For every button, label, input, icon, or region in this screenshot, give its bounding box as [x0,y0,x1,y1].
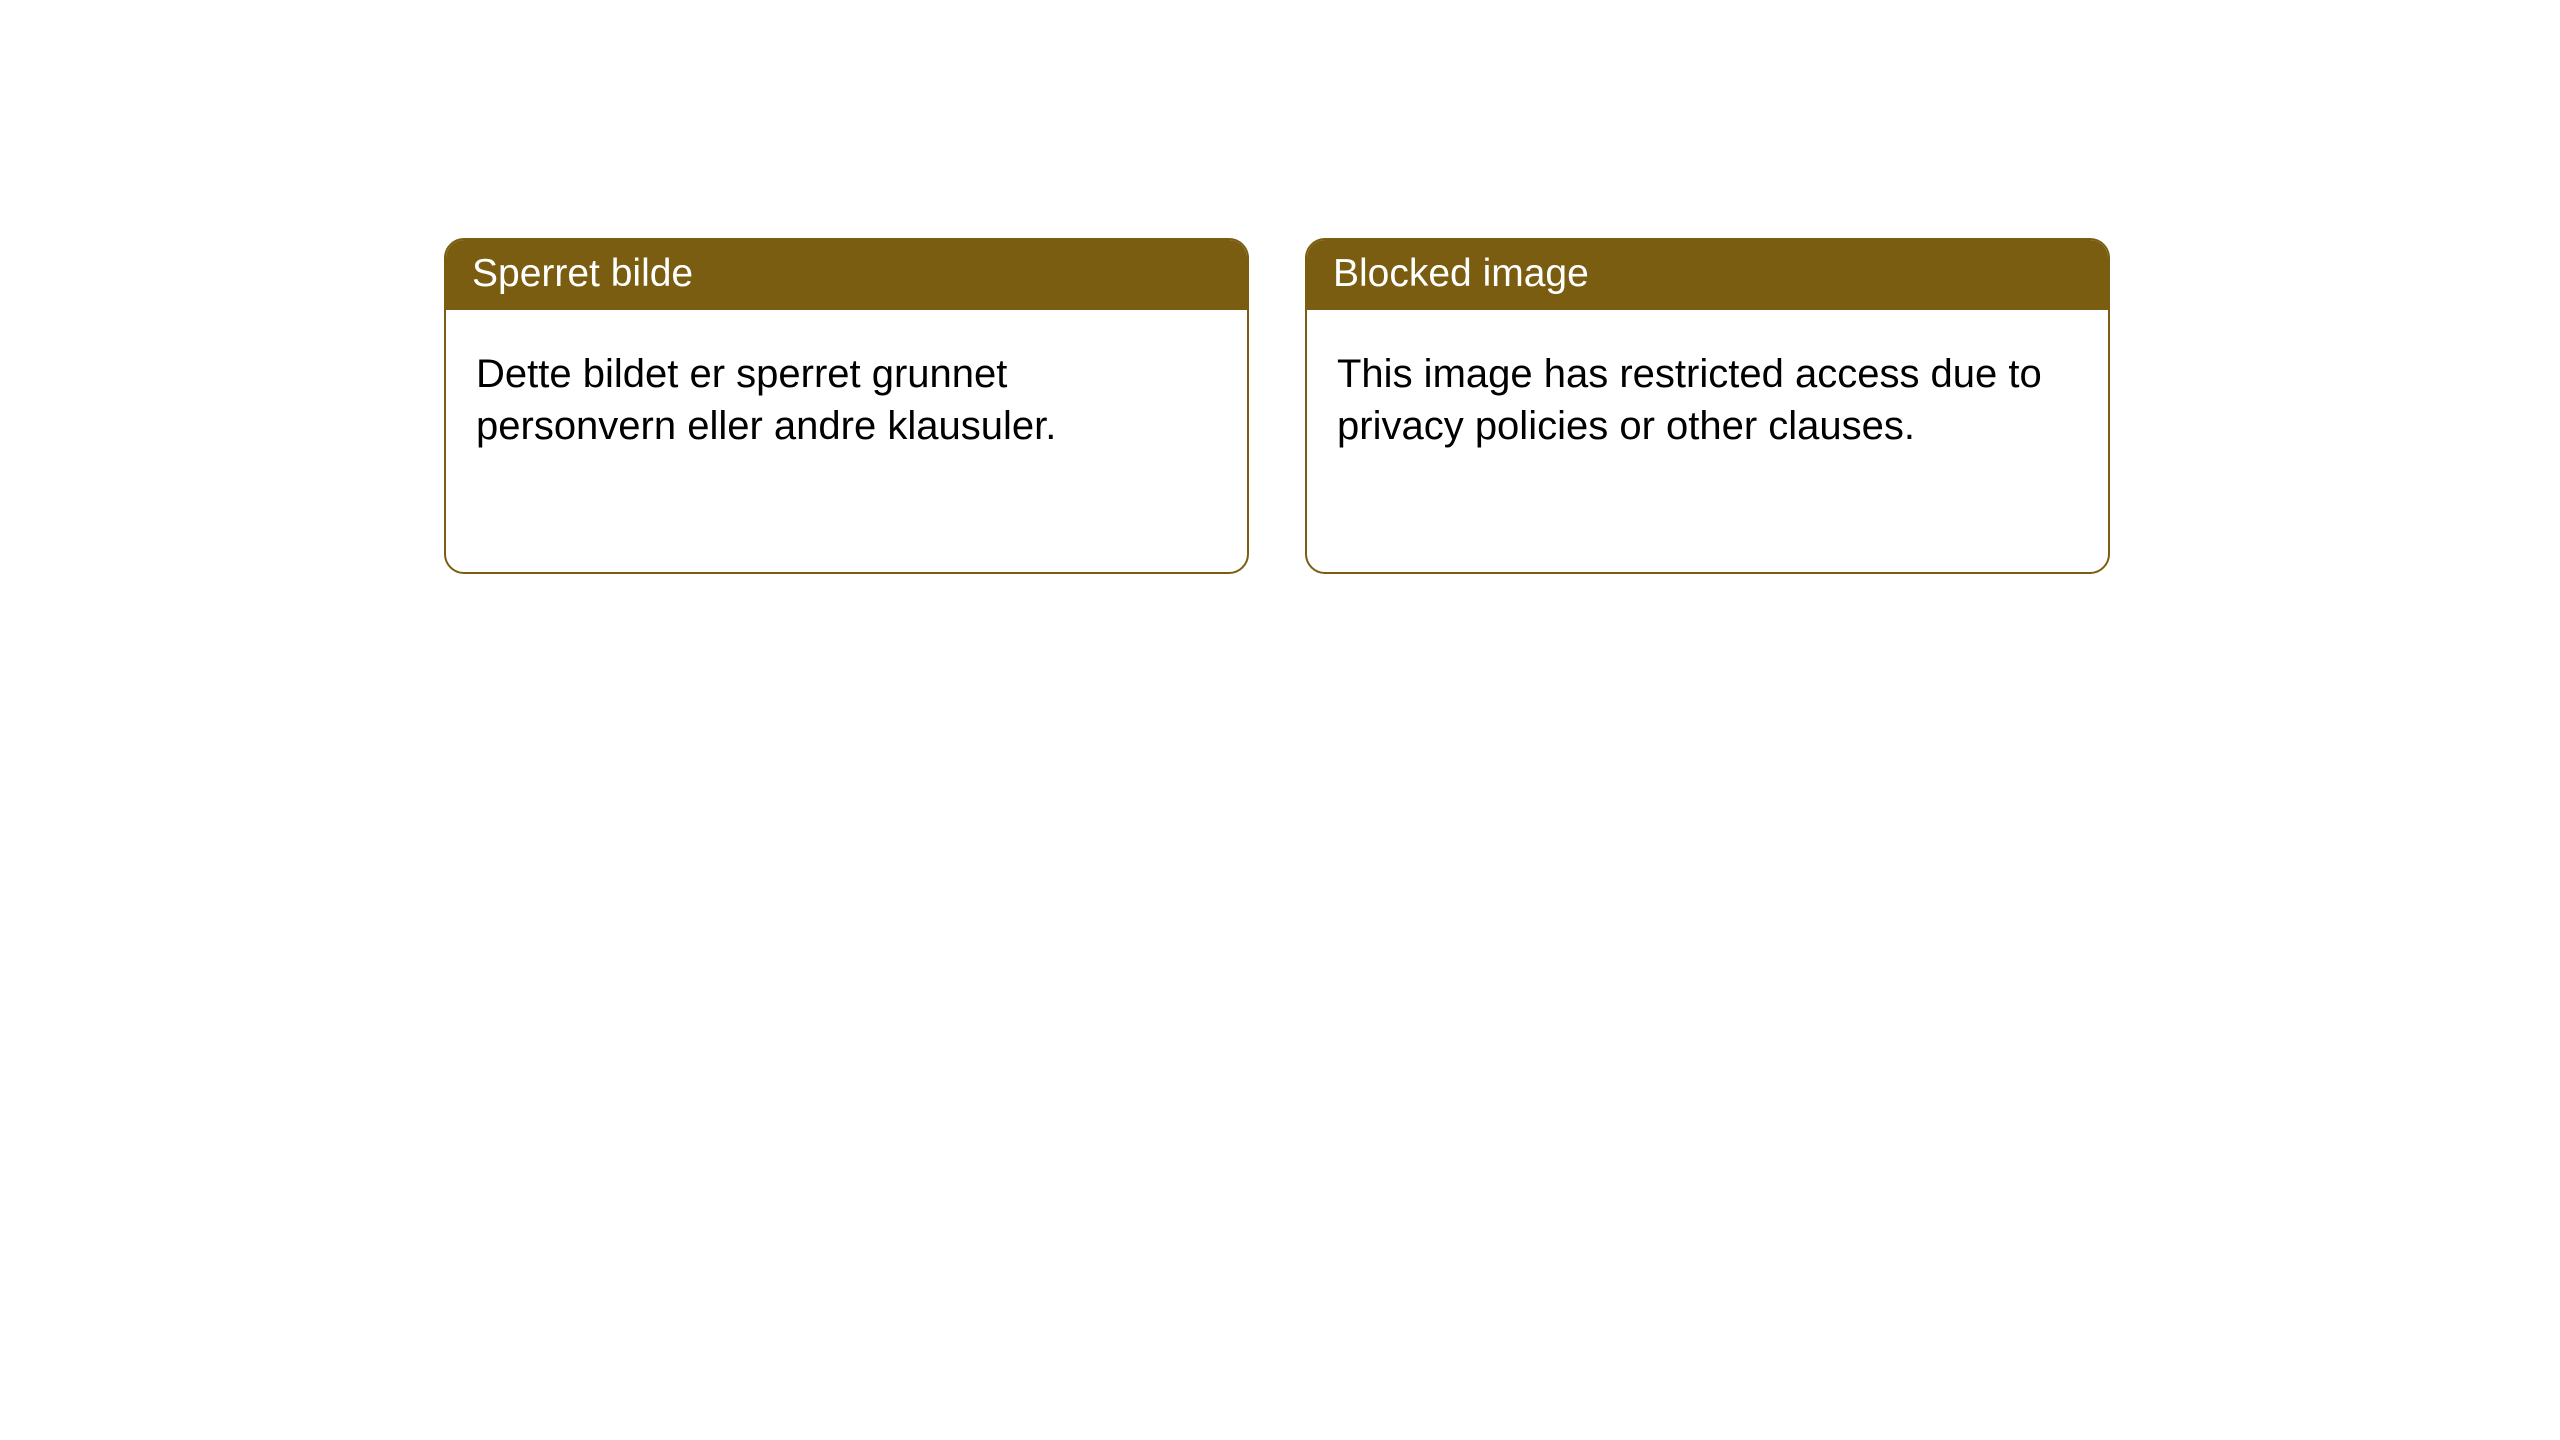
notice-header-norwegian: Sperret bilde [446,240,1247,310]
notice-body-norwegian: Dette bildet er sperret grunnet personve… [446,310,1247,490]
notice-card-english: Blocked image This image has restricted … [1305,238,2110,574]
notice-body-english: This image has restricted access due to … [1307,310,2108,490]
notice-container: Sperret bilde Dette bildet er sperret gr… [0,0,2560,574]
notice-header-english: Blocked image [1307,240,2108,310]
notice-card-norwegian: Sperret bilde Dette bildet er sperret gr… [444,238,1249,574]
